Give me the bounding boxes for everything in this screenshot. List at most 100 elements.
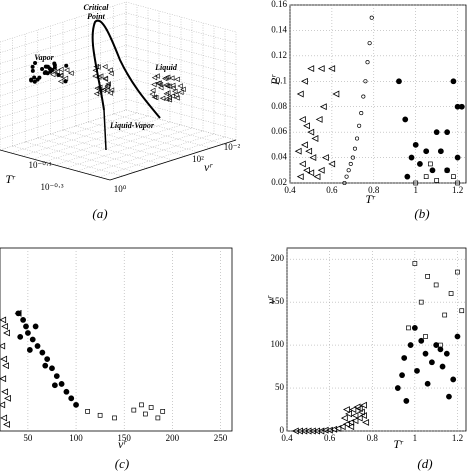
y-tick-label: 0.06 [271,126,287,136]
box-grid-line [125,88,237,119]
cloud-point [108,87,115,93]
x-tick-label: 0.8 [367,433,379,443]
box-grid-line [125,66,237,98]
ring-point [354,136,360,141]
x-tick-label: 0.8 [368,185,380,195]
dot-point [63,388,70,395]
square-point [423,174,429,179]
x-axis-label: Tʳ [365,192,376,206]
square-point [438,342,443,348]
triangle-point [296,427,303,435]
square-point [97,412,103,418]
caption: (a) [92,206,107,221]
cloud-point [159,95,166,102]
box-grid-line [62,129,174,161]
cloud-point [30,68,35,73]
y-tick-label: 200 [271,253,285,263]
y-axis-label: Pʳ [268,74,282,86]
dot-point [454,333,461,340]
cloud-point [68,70,74,76]
square-point [412,261,418,266]
triangle-point [355,405,363,413]
coexistence-curve [91,19,161,119]
triangle-point [362,418,370,426]
triangle-point [342,420,350,428]
square-point [112,415,117,421]
triangle-point [0,375,7,383]
box-grid-line [87,133,215,175]
triangle-point [2,362,9,370]
cloud-point [35,77,40,82]
dot-point [42,362,49,369]
cloud-point [93,63,99,70]
triangle-point [305,147,313,155]
annotation: Critical [84,3,110,12]
y-tick-label: 0.16 [271,0,287,9]
x-tick-label: 1 [413,433,418,443]
cloud-point [166,97,172,103]
x-tick-label: 200 [166,433,180,443]
dot-point [418,337,425,344]
box-grid-line [125,77,237,108]
box-grid-line [37,137,148,169]
box-grid-line [0,55,127,97]
box-grid-line [50,133,161,165]
cloud-point [29,78,34,83]
triangle-point [309,154,317,162]
caption: (c) [115,456,129,471]
square-point [160,409,166,414]
cloud-point [158,85,164,91]
dot-point [25,330,31,336]
dot-point [450,376,457,383]
triangle-point [321,154,329,162]
box-grid-line [125,98,237,130]
dot-point [44,356,51,363]
square-point [444,167,450,173]
dot-point [39,349,46,356]
cloud-point [96,90,103,96]
triangle-point [307,128,315,136]
triangle-point [334,424,342,432]
x-axis-label: Tʳ [393,437,404,451]
square-point [451,174,456,179]
triangle-point [317,166,325,174]
square-point [413,180,419,186]
triangle-point [0,414,8,422]
y-tick-label: 0.14 [271,24,287,34]
axis-line [0,149,111,181]
triangle-point [340,414,348,422]
cloud-point [57,78,64,85]
cloud-point [169,93,175,99]
box-grid-line [54,124,182,166]
dot-point [424,380,431,387]
dot-point [433,342,440,348]
ring-point [369,15,374,20]
ring-point [359,111,364,116]
x-tick-label: 10⁻⁰·¹ [28,160,51,170]
dot-point [58,381,65,387]
y-tick-label: 0.02 [271,177,287,187]
dot-point [439,363,446,370]
box-grid-line [125,34,237,65]
square-point [418,299,424,305]
dot-point [422,350,429,357]
plot-frame [289,4,467,184]
dot-point [411,325,418,331]
square-point [433,282,439,288]
ring-point [350,155,355,160]
cloud-point [63,67,70,73]
triangle-point [0,342,6,350]
x-tick-label: 150 [117,433,131,443]
cloud-point [63,79,68,84]
dot-point [29,336,36,343]
triangle-point [0,355,8,363]
triangle-point [355,414,363,422]
triangle-point [0,316,7,324]
cloud-point [157,81,164,88]
dot-point [396,78,402,85]
cloud-point [64,63,69,68]
caption: (b) [414,206,429,221]
triangle-point [0,401,6,409]
dot-point [443,350,450,357]
cloud-point [108,70,114,77]
